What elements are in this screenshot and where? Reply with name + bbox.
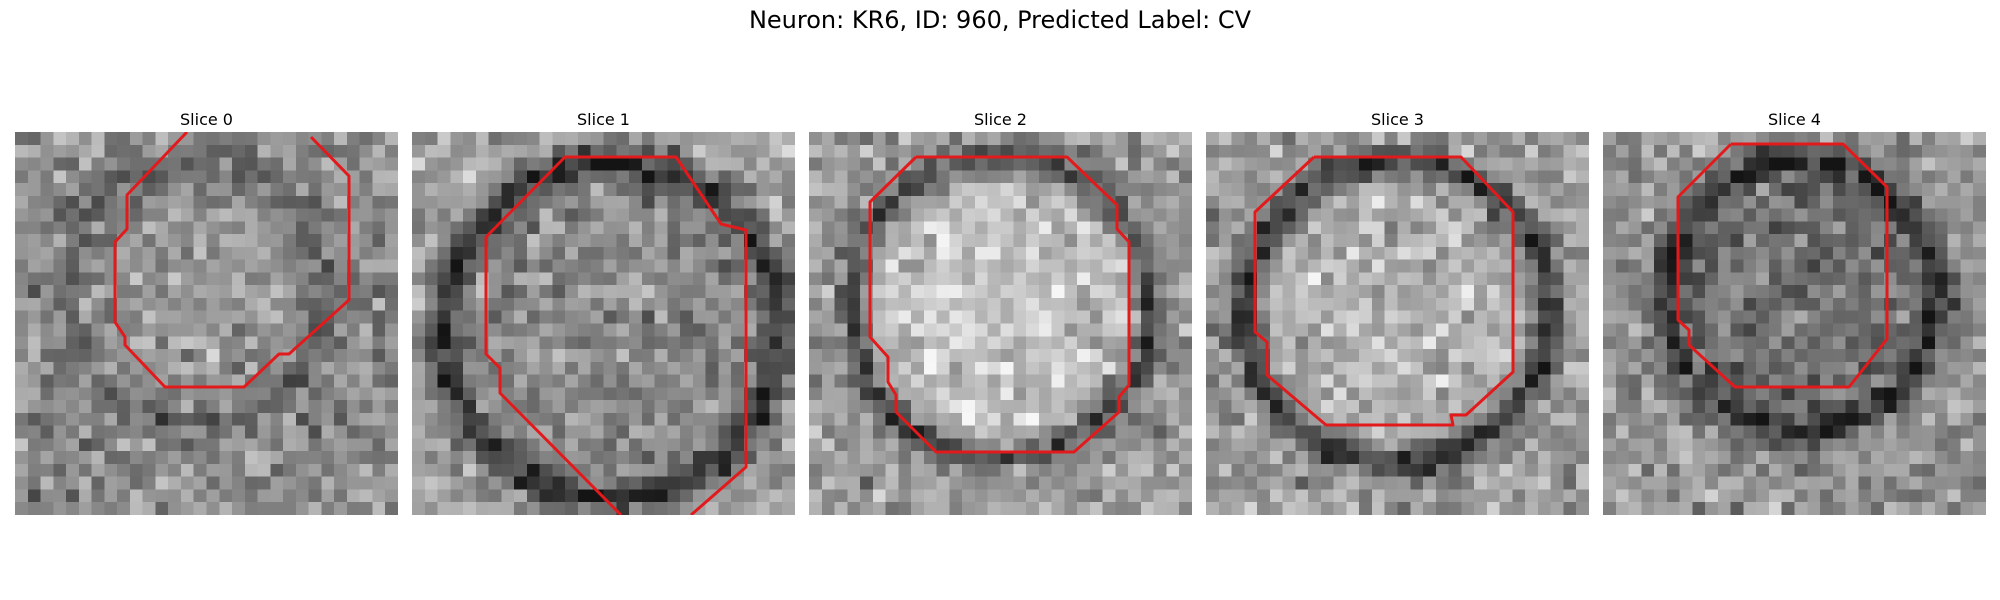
grayscale-image (412, 132, 795, 515)
slice-image (412, 132, 795, 515)
contour-line (1253, 155, 1515, 427)
slice-panel-1: Slice 1 (412, 108, 795, 515)
slice-image (1206, 132, 1589, 515)
figure-title: Neuron: KR6, ID: 960, Predicted Label: C… (748, 6, 1252, 34)
contour-overlay (1676, 142, 1889, 389)
slice-title: Slice 2 (974, 110, 1027, 129)
grayscale-image (15, 132, 398, 515)
grayscale-image (1206, 132, 1589, 515)
contour-overlay (868, 155, 1131, 454)
slice-title: Slice 1 (577, 110, 630, 129)
slice-image (15, 132, 398, 515)
slice-image (809, 132, 1192, 515)
contour-line (113, 132, 351, 389)
slice-panel-4: Slice 4 (1603, 108, 1986, 515)
slice-panel-0: Slice 0 (15, 108, 398, 515)
contour-overlay (484, 155, 748, 515)
slice-title: Slice 3 (1371, 110, 1424, 129)
grayscale-image (1603, 132, 1986, 515)
contour-line (1676, 142, 1889, 389)
contour-overlay (113, 132, 351, 389)
slice-title: Slice 0 (180, 110, 233, 129)
contour-overlay (1253, 155, 1515, 427)
contour-line (868, 155, 1131, 454)
slice-panel-2: Slice 2 (809, 108, 1192, 515)
slice-image (1603, 132, 1986, 515)
slice-title: Slice 4 (1768, 110, 1821, 129)
slice-panel-3: Slice 3 (1206, 108, 1589, 515)
contour-line (484, 155, 748, 515)
